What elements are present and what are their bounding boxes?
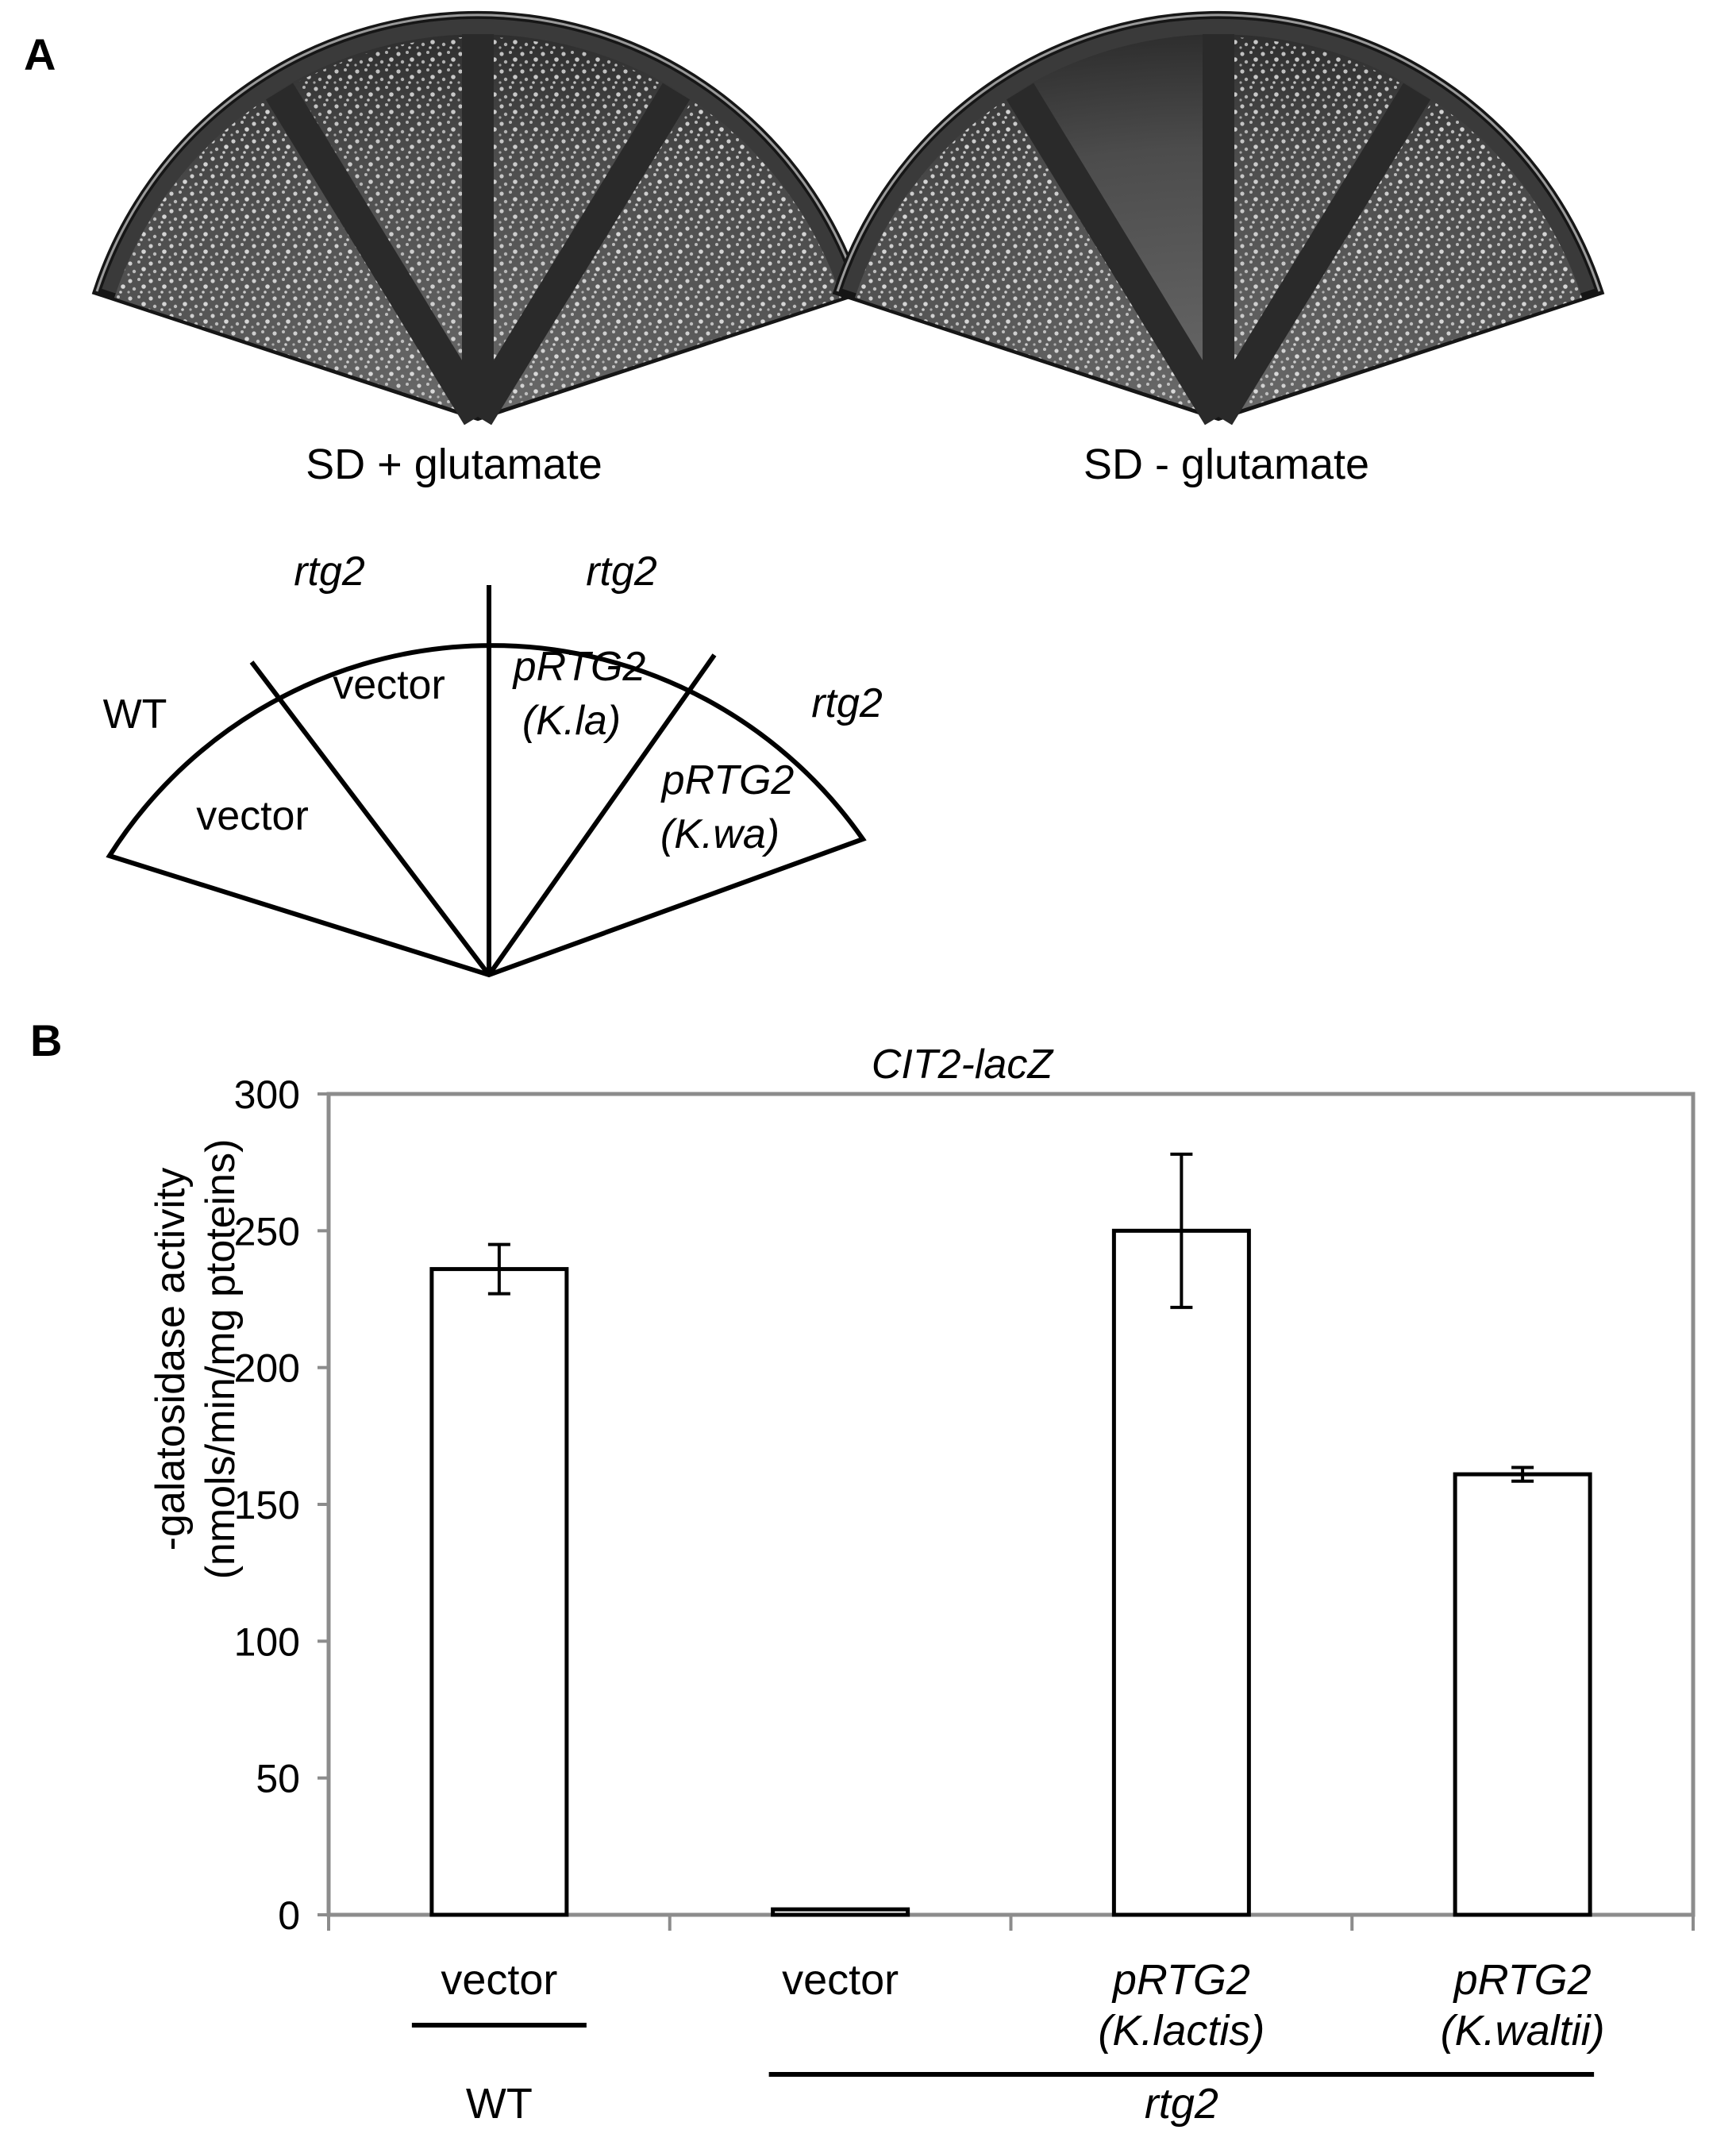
x-axis: [327, 1912, 1695, 1931]
y-tick-label: 200: [234, 1346, 300, 1391]
y-tick-label: 50: [256, 1757, 300, 1801]
sector-strain-label: WT: [103, 691, 167, 738]
x-tick-label: (K.lactis): [1098, 2007, 1264, 2055]
plate-right-caption: SD - glutamate: [1084, 441, 1369, 488]
chart-title: CIT2-lacZ: [872, 1042, 1054, 1088]
plate-layout-schematic: WT vector rtg2 vector rtg2 pRTG2 (K.la) …: [103, 549, 883, 978]
bar-series: [429, 1152, 1592, 1917]
sector-plasmid-label: vector: [196, 793, 309, 839]
plate-photo-right: [832, 10, 1605, 426]
sector-plasmid-label: (K.la): [522, 698, 621, 744]
y-axis-label-line2: (nmols/min/mg ptoteins): [198, 1139, 244, 1580]
plate-photo-left: [91, 10, 864, 426]
schematic-divider: [249, 660, 491, 976]
sector-strain-label: rtg2: [811, 680, 883, 726]
bar: [1453, 1472, 1592, 1917]
bar: [771, 1907, 910, 1917]
bar: [1111, 1228, 1251, 1917]
sector-plasmid-label: pRTG2: [660, 757, 795, 803]
y-tick-label: 250: [234, 1209, 300, 1254]
sector-strain-label: rtg2: [294, 549, 365, 595]
group-label: rtg2: [1145, 2080, 1218, 2128]
y-tick-label: 0: [278, 1893, 300, 1938]
sector-plasmid-label: pRTG2: [512, 644, 646, 690]
bar: [429, 1267, 569, 1917]
x-tick-label: (K.waltii): [1441, 2007, 1605, 2055]
x-tick-label: pRTG2: [1453, 1956, 1592, 2004]
x-tick-label: vector: [441, 1956, 557, 2004]
x-tick-label: vector: [782, 1956, 899, 2004]
sector-strain-label: rtg2: [586, 549, 657, 595]
plate-left-caption: SD + glutamate: [306, 441, 602, 488]
group-labels: WT rtg2: [411, 2023, 1595, 2128]
y-axis-label-line1: -galatosidase activity: [148, 1168, 194, 1551]
y-tick-label: 100: [234, 1619, 300, 1664]
panel-a-label: A: [24, 29, 56, 79]
sector-plasmid-label: (K.wa): [660, 811, 779, 857]
schematic-divider: [487, 653, 717, 976]
y-tick-label: 150: [234, 1483, 300, 1527]
x-tick-label: pRTG2: [1111, 1956, 1250, 2004]
y-axis: 0 50 100 150 200 250 300: [234, 1073, 331, 1938]
y-tick-label: 300: [234, 1073, 300, 1117]
panel-b-label: B: [30, 1015, 62, 1065]
group-label: WT: [466, 2080, 533, 2128]
sector-plasmid-label: vector: [333, 662, 445, 708]
x-tick-labels: vector vector pRTG2(K.lactis)pRTG2(K.walti…: [441, 1956, 1604, 2055]
schematic-outline: [106, 643, 867, 978]
